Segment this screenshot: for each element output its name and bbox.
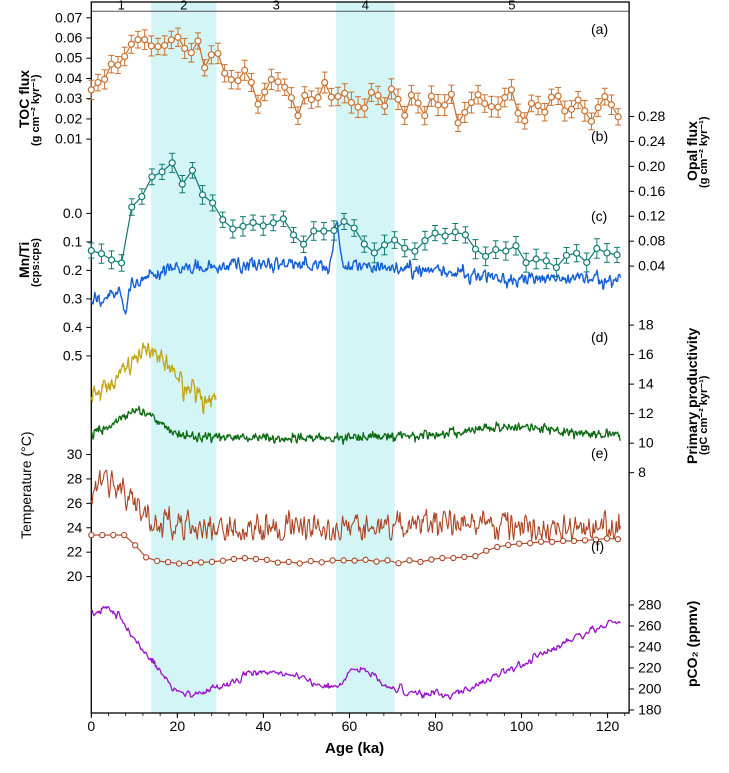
svg-text:0.16: 0.16	[638, 183, 665, 199]
svg-text:60: 60	[342, 718, 358, 734]
svg-text:20: 20	[170, 718, 186, 734]
svg-text:28: 28	[67, 470, 83, 486]
svg-text:1: 1	[118, 0, 125, 13]
svg-text:0.01: 0.01	[55, 131, 82, 147]
svg-text:0.07: 0.07	[55, 9, 82, 25]
svg-text:0.4: 0.4	[63, 319, 83, 335]
svg-text:2: 2	[180, 0, 187, 13]
svg-text:12: 12	[638, 405, 654, 421]
svg-text:5: 5	[508, 0, 515, 13]
svg-text:16: 16	[638, 346, 654, 362]
svg-text:10: 10	[638, 435, 654, 451]
svg-text:180: 180	[638, 701, 662, 717]
svg-text:0.5: 0.5	[63, 347, 83, 363]
svg-text:220: 220	[638, 659, 662, 675]
svg-text:18: 18	[638, 317, 654, 333]
svg-text:24: 24	[67, 519, 83, 535]
svg-text:0: 0	[87, 718, 95, 734]
svg-text:0.0: 0.0	[63, 205, 83, 221]
svg-text:80: 80	[428, 718, 444, 734]
svg-text:0.2: 0.2	[63, 262, 83, 278]
svg-text:0.1: 0.1	[63, 233, 83, 249]
svg-text:100: 100	[510, 718, 534, 734]
svg-text:0.12: 0.12	[638, 208, 665, 224]
svg-text:22: 22	[67, 544, 83, 560]
svg-text:0.08: 0.08	[638, 233, 665, 249]
svg-text:120: 120	[596, 718, 620, 734]
svg-text:26: 26	[67, 495, 83, 511]
svg-text:260: 260	[638, 617, 662, 633]
svg-text:0.04: 0.04	[55, 70, 82, 86]
svg-text:200: 200	[638, 680, 662, 696]
svg-text:0.06: 0.06	[55, 30, 82, 46]
svg-text:0.05: 0.05	[55, 50, 82, 66]
svg-text:8: 8	[638, 464, 646, 480]
svg-text:0.28: 0.28	[638, 108, 665, 124]
svg-text:30: 30	[67, 446, 83, 462]
svg-text:0.24: 0.24	[638, 133, 665, 149]
svg-text:3: 3	[273, 0, 280, 13]
svg-text:0.20: 0.20	[638, 158, 665, 174]
svg-text:4: 4	[362, 0, 369, 13]
svg-text:0.3: 0.3	[63, 290, 83, 306]
svg-text:40: 40	[256, 718, 272, 734]
svg-text:240: 240	[638, 638, 662, 654]
svg-text:0.04: 0.04	[638, 258, 665, 274]
svg-text:280: 280	[638, 596, 662, 612]
svg-text:0.03: 0.03	[55, 90, 82, 106]
svg-text:20: 20	[67, 568, 83, 584]
svg-text:0.02: 0.02	[55, 110, 82, 126]
svg-text:14: 14	[638, 376, 654, 392]
